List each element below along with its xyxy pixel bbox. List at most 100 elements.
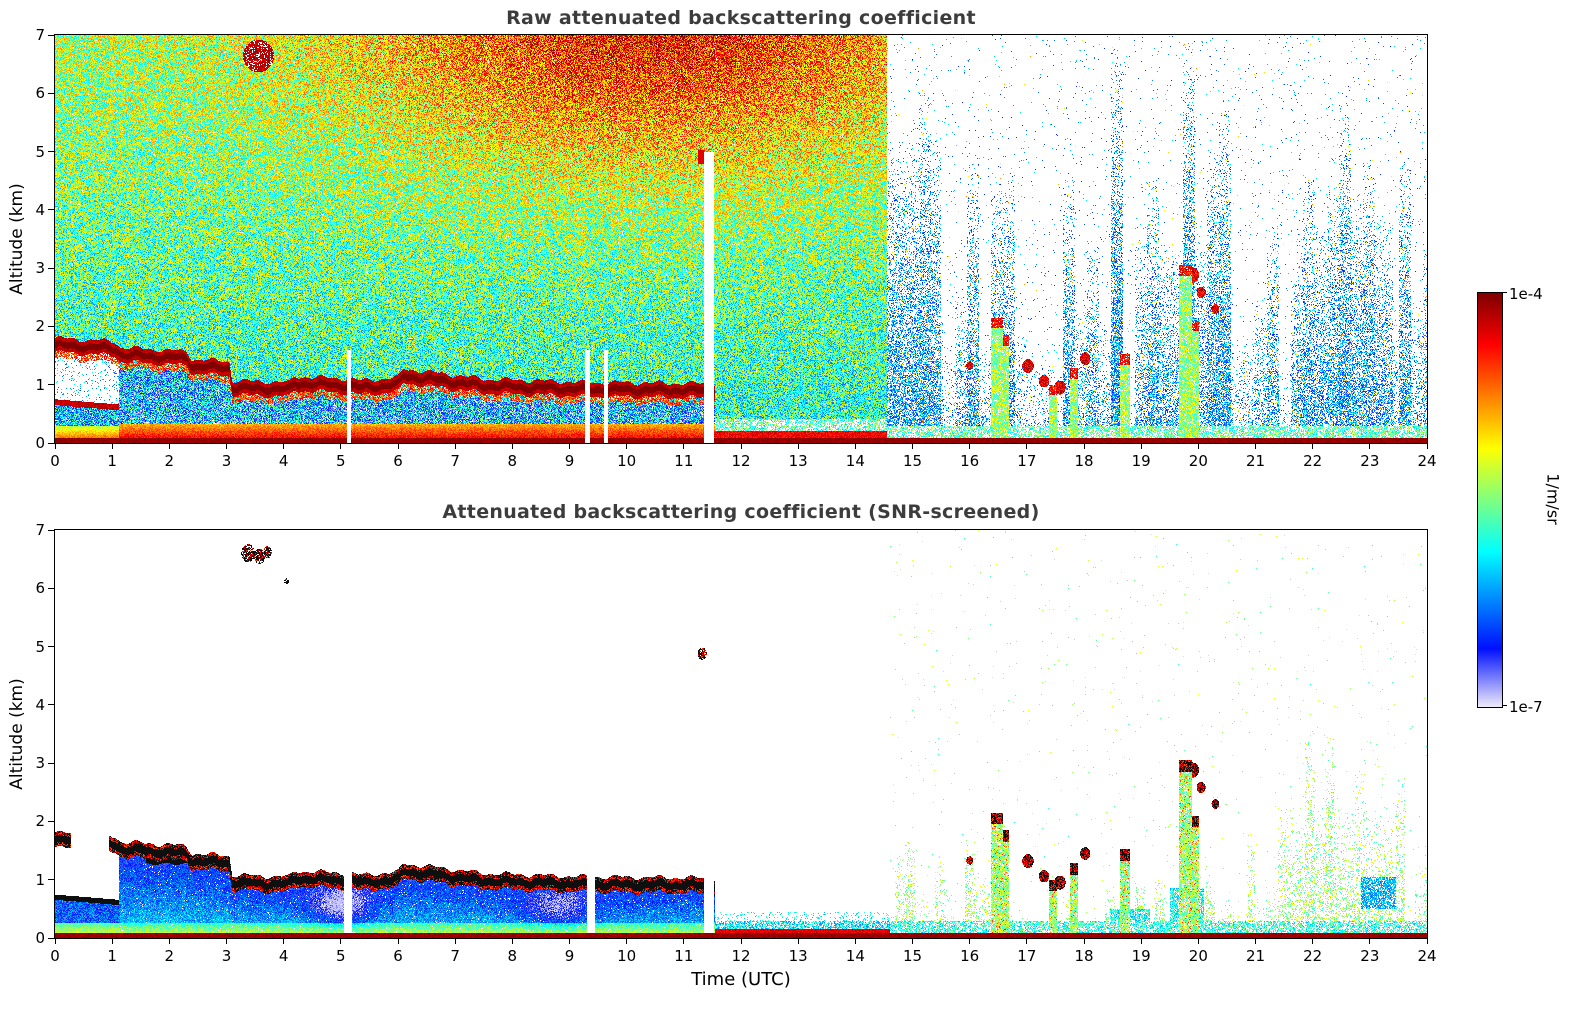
x-tick xyxy=(1026,938,1028,944)
x-tick xyxy=(1312,443,1314,449)
x-tick-label: 2 xyxy=(164,947,175,965)
y-tick xyxy=(48,92,54,94)
x-tick xyxy=(683,443,685,449)
x-tick-label: 22 xyxy=(1303,452,1323,470)
x-tick xyxy=(168,938,170,944)
x-tick-label: 1 xyxy=(107,947,117,965)
x-tick-label: 23 xyxy=(1360,452,1380,470)
x-tick-label: 4 xyxy=(278,452,289,470)
x-tick-label: 8 xyxy=(507,452,518,470)
x-tick xyxy=(54,443,56,449)
y-tick xyxy=(48,879,54,881)
x-tick xyxy=(1197,938,1199,944)
x-tick-label: 6 xyxy=(393,947,403,965)
y-tick xyxy=(48,325,54,327)
y-tick xyxy=(48,529,54,531)
x-tick xyxy=(454,443,456,449)
x-tick-label: 8 xyxy=(507,947,518,965)
x-tick-label: 5 xyxy=(336,947,346,965)
y-tick xyxy=(48,34,54,36)
y-tick-label: 7 xyxy=(35,26,45,44)
y-tick xyxy=(48,267,54,269)
x-tick xyxy=(740,443,742,449)
y-tick-label: 1 xyxy=(35,375,45,394)
x-axis-label: Time (UTC) xyxy=(691,969,791,990)
x-tick xyxy=(854,443,856,449)
y-tick xyxy=(48,704,54,706)
x-tick-label: 24 xyxy=(1417,947,1437,965)
x-tick xyxy=(511,938,513,944)
x-tick xyxy=(1026,443,1028,449)
x-tick xyxy=(626,443,628,449)
x-tick xyxy=(740,938,742,944)
colorbar-bottom-tick xyxy=(1502,705,1507,706)
x-tick xyxy=(111,443,113,449)
x-tick-label: 17 xyxy=(1017,452,1037,470)
y-tick-label: 6 xyxy=(35,579,45,598)
x-tick-label: 3 xyxy=(221,947,232,965)
x-tick xyxy=(1312,938,1314,944)
y-tick xyxy=(48,820,54,822)
x-tick-label: 9 xyxy=(564,452,575,470)
x-tick-label: 24 xyxy=(1417,452,1437,470)
x-tick-label: 3 xyxy=(221,452,232,470)
x-tick-label: 14 xyxy=(845,452,865,470)
x-tick-label: 7 xyxy=(450,947,460,965)
x-tick xyxy=(111,938,113,944)
x-tick xyxy=(1426,443,1428,449)
x-tick-label: 11 xyxy=(674,947,694,965)
x-tick-label: 0 xyxy=(50,452,60,470)
x-tick xyxy=(397,443,399,449)
x-tick xyxy=(1369,443,1371,449)
y-tick xyxy=(48,587,54,589)
y-tick xyxy=(48,209,54,211)
x-tick-label: 16 xyxy=(960,452,980,470)
x-tick xyxy=(797,938,799,944)
y-tick xyxy=(48,442,54,444)
colorbar-unit-label: 1/m/sr xyxy=(1543,473,1563,525)
screened-heatmap-canvas xyxy=(55,530,1427,938)
x-tick xyxy=(283,938,285,944)
x-tick-label: 15 xyxy=(902,947,923,965)
x-tick-label: 11 xyxy=(674,452,694,470)
raw-heatmap-canvas xyxy=(55,35,1427,443)
x-tick xyxy=(1197,443,1199,449)
raw-panel-title: Raw attenuated backscattering coefficien… xyxy=(506,7,976,29)
x-tick-label: 23 xyxy=(1360,947,1380,965)
x-tick-label: 7 xyxy=(450,452,460,470)
x-tick xyxy=(912,443,913,449)
x-tick xyxy=(1255,443,1256,449)
x-tick xyxy=(1140,938,1142,944)
x-tick-label: 2 xyxy=(164,452,175,470)
x-tick-label: 18 xyxy=(1074,452,1094,470)
x-tick xyxy=(626,938,628,944)
colorbar-top-tick xyxy=(1502,292,1507,293)
colorbar xyxy=(1478,293,1502,707)
x-tick xyxy=(569,938,570,944)
x-tick-label: 4 xyxy=(278,947,289,965)
x-tick xyxy=(511,443,513,449)
x-tick xyxy=(340,443,342,449)
x-tick-label: 20 xyxy=(1188,452,1208,470)
x-tick xyxy=(1083,938,1085,944)
x-tick-label: 6 xyxy=(393,452,403,470)
x-tick-label: 10 xyxy=(617,947,637,965)
x-tick-label: 1 xyxy=(107,452,117,470)
x-tick xyxy=(569,443,570,449)
x-tick-label: 21 xyxy=(1245,452,1266,470)
x-tick xyxy=(969,443,971,449)
x-tick xyxy=(969,938,971,944)
x-tick-label: 19 xyxy=(1131,452,1151,470)
x-tick-label: 13 xyxy=(788,452,808,470)
x-tick xyxy=(683,938,685,944)
x-tick-label: 13 xyxy=(788,947,808,965)
x-tick-label: 16 xyxy=(960,947,980,965)
x-tick-label: 15 xyxy=(902,452,923,470)
x-tick xyxy=(168,443,170,449)
x-tick xyxy=(1083,443,1085,449)
x-tick xyxy=(397,938,399,944)
y-tick-label: 5 xyxy=(35,142,45,161)
screened-panel-title: Attenuated backscattering coefficient (S… xyxy=(442,501,1040,523)
screened-y-axis-label: Altitude (km) xyxy=(7,678,27,790)
